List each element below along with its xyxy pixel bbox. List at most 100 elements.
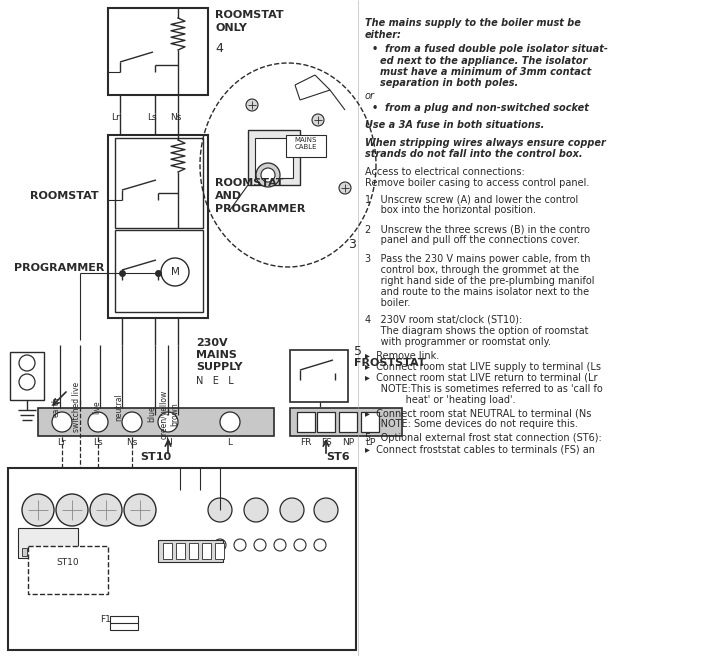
Text: 4   230V room stat/clock (ST10):: 4 230V room stat/clock (ST10): [365,315,522,325]
Text: 3   Pass the 230 V mains power cable, from th: 3 Pass the 230 V mains power cable, from… [365,254,590,264]
Circle shape [254,539,266,551]
Bar [108,135,208,318]
Text: MAINS: MAINS [196,350,237,360]
Text: earth: earth [52,397,61,417]
Text: Ns: Ns [126,438,137,447]
Text: ▸  Connect room stat LIVE return to terminal (Lr: ▸ Connect room stat LIVE return to termi… [365,373,597,383]
Text: ROOMSTAT: ROOMSTAT [215,10,284,20]
Bar [215,543,224,559]
Bar [163,543,172,559]
Text: LP: LP [365,438,375,447]
Circle shape [294,539,306,551]
Bar [30,548,35,556]
Bar [339,412,357,432]
Text: neutral: neutral [114,393,123,421]
Bar [286,135,326,157]
Circle shape [158,412,178,432]
Circle shape [52,412,72,432]
Text: or: or [365,91,375,101]
Text: with programmer or roomstat only.: with programmer or roomstat only. [365,337,551,347]
Text: The mains supply to the boiler must be: The mains supply to the boiler must be [365,18,581,28]
Circle shape [312,114,324,126]
Text: either:: either: [365,30,402,40]
Text: ST6: ST6 [326,452,350,462]
Bar [202,543,211,559]
Circle shape [274,539,286,551]
Circle shape [244,498,268,522]
Text: Use a 3A fuse in both situations.: Use a 3A fuse in both situations. [365,120,545,130]
Circle shape [261,168,275,182]
Circle shape [22,494,54,526]
Text: ▸  Connect room stat NEUTRAL to terminal (Ns: ▸ Connect room stat NEUTRAL to terminal … [365,408,592,418]
Bar [38,548,43,556]
Text: ONLY: ONLY [215,23,247,33]
Circle shape [256,163,280,187]
Text: ▸  Connect room stat LIVE supply to terminal (Ls: ▸ Connect room stat LIVE supply to termi… [365,362,601,372]
Text: box into the horizontal position.: box into the horizontal position. [365,205,536,215]
Bar [62,548,67,556]
Text: NP: NP [342,438,354,447]
Bar [317,412,335,432]
Circle shape [220,412,240,432]
Bar [176,543,185,559]
Text: 1   Unscrew screw (A) and lower the control: 1 Unscrew screw (A) and lower the contro… [365,194,578,204]
Text: 4: 4 [215,42,223,55]
Text: heat' or 'heating load'.: heat' or 'heating load'. [365,395,515,405]
Text: AND: AND [215,191,242,201]
Bar [10,352,44,400]
Bar [290,408,402,436]
Text: 5   Optional external frost stat connection (ST6):: 5 Optional external frost stat connectio… [365,433,601,443]
Bar [18,528,78,558]
Text: Lr: Lr [111,113,119,122]
Text: N   E   L: N E L [196,376,233,386]
Text: Ls: Ls [147,113,157,122]
Bar [108,8,208,95]
Text: must have a minimum of 3mm contact: must have a minimum of 3mm contact [380,67,591,77]
Circle shape [161,258,189,286]
Circle shape [339,182,351,194]
Bar [28,546,108,594]
Text: FS: FS [320,438,332,447]
Text: ST10: ST10 [140,452,172,462]
Bar [70,548,75,556]
Text: ST10: ST10 [57,558,79,567]
Text: Ls: Ls [93,438,103,447]
Text: PROGRAMMER: PROGRAMMER [215,204,306,214]
Text: SUPPLY: SUPPLY [196,362,243,372]
Text: ROOMSTAT: ROOMSTAT [30,191,99,201]
Bar [38,408,274,436]
Text: PROGRAMMER: PROGRAMMER [14,263,104,273]
Text: strands do not fall into the control box.: strands do not fall into the control box… [365,149,583,159]
Text: live: live [92,400,101,414]
Text: 230V: 230V [196,338,228,348]
Text: Access to electrical connections:: Access to electrical connections: [365,167,525,177]
Text: boiler.: boiler. [365,298,410,308]
Text: M: M [170,267,179,277]
Text: green/yellow: green/yellow [160,390,169,439]
Text: Ns: Ns [170,113,182,122]
Text: ROOMSTAT: ROOMSTAT [215,178,284,188]
Text: control box, through the grommet at the: control box, through the grommet at the [365,265,579,275]
Text: Lr: Lr [57,438,67,447]
Bar [110,616,138,630]
Bar [115,138,203,228]
Text: NOTE: Some devices do not require this.: NOTE: Some devices do not require this. [365,419,578,429]
Bar [255,138,293,178]
Bar [115,230,203,312]
Circle shape [124,494,156,526]
Circle shape [56,494,88,526]
Bar [46,548,51,556]
Bar [189,543,198,559]
Text: When stripping wires always ensure copper: When stripping wires always ensure coppe… [365,138,606,148]
Bar [158,540,223,562]
Text: MAINS
CABLE: MAINS CABLE [294,137,318,150]
Bar [248,130,300,185]
Text: The diagram shows the option of roomstat: The diagram shows the option of roomstat [365,326,589,336]
Circle shape [314,498,338,522]
Text: NOTE:This is sometimes referred to as 'call fo: NOTE:This is sometimes referred to as 'c… [365,384,603,394]
Bar [297,412,315,432]
Text: right hand side of the pre-plumbing manifol: right hand side of the pre-plumbing mani… [365,276,594,286]
Text: brown: brown [170,402,179,426]
Text: separation in both poles.: separation in both poles. [380,78,518,88]
Text: •  from a plug and non-switched socket: • from a plug and non-switched socket [372,103,589,113]
